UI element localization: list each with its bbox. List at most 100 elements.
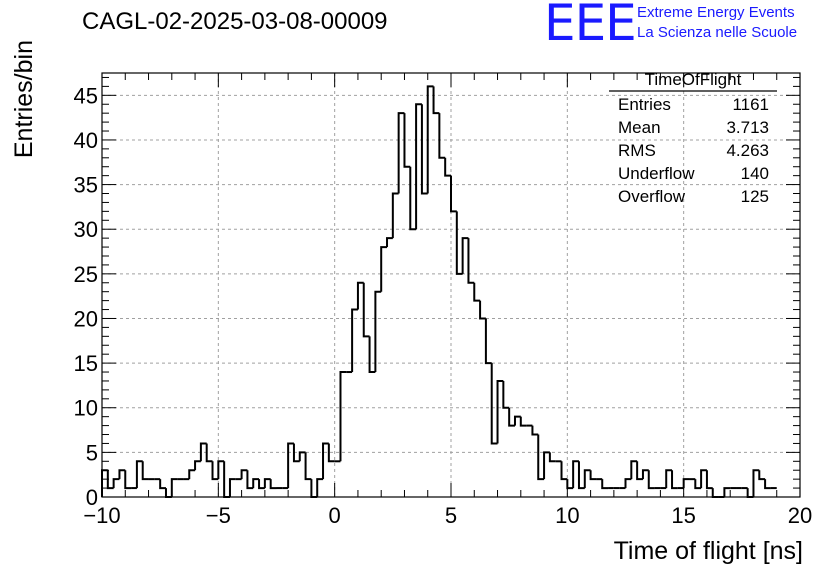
y-tick-label: 10 — [74, 396, 98, 421]
histogram-bin — [409, 166, 417, 231]
stats-label: Underflow — [618, 164, 695, 183]
histogram-bin — [263, 478, 271, 489]
x-tick-label: 20 — [788, 503, 812, 528]
stats-title: TimeOfFlight — [645, 70, 742, 89]
plot-frame — [101, 72, 801, 498]
histogram-bin — [362, 282, 370, 338]
histogram-bin — [438, 113, 446, 159]
histogram-bin — [240, 469, 248, 480]
y-tick-label: 40 — [74, 128, 98, 153]
histogram-bin — [461, 237, 469, 274]
histogram-bin — [292, 443, 300, 463]
histogram-bin — [723, 487, 731, 497]
histogram-bin — [118, 469, 126, 480]
histogram-bin — [490, 363, 498, 445]
histogram-bin — [246, 470, 254, 490]
histogram-bin — [583, 469, 591, 489]
y-tick-label: 25 — [74, 262, 98, 287]
x-tick-label: 0 — [329, 503, 341, 528]
histogram-bin — [455, 211, 463, 275]
x-tick-label: −5 — [206, 503, 231, 528]
histogram-bin — [415, 103, 422, 230]
y-tick-label: 15 — [74, 351, 98, 376]
histogram-bin — [106, 470, 114, 490]
histogram-bin — [112, 478, 120, 489]
histogram-bin — [252, 478, 260, 489]
stats-label: Overflow — [618, 187, 686, 206]
histogram-bin — [589, 470, 597, 481]
x-tick-label: 15 — [671, 503, 695, 528]
histogram-bin — [496, 379, 504, 444]
histogram-bin — [508, 407, 515, 427]
histogram-bin — [444, 157, 451, 177]
histogram-bin — [159, 479, 166, 490]
chart-title: CAGL-02-2025-03-08-00009 — [82, 8, 388, 35]
histogram-bin — [764, 479, 771, 490]
histogram-bin — [705, 470, 713, 490]
org-line-2: La Scienza nelle Scuole — [637, 24, 798, 41]
histogram-bin — [211, 461, 219, 481]
stats-value: 3.713 — [726, 118, 769, 137]
x-tick-labels: −10 −5 0 5 10 15 20 — [83, 503, 812, 528]
histogram-bin — [403, 113, 411, 168]
histogram-bin — [397, 112, 405, 194]
y-tick-label: 5 — [86, 440, 98, 465]
x-tick-label: 10 — [555, 503, 579, 528]
histogram-bin — [577, 461, 585, 490]
x-tick-label: 5 — [445, 503, 457, 528]
stats-label: Mean — [618, 118, 661, 137]
histogram-bin — [380, 246, 388, 292]
histogram-bin — [572, 460, 579, 489]
histogram-bin — [141, 461, 149, 481]
stats-value: 125 — [741, 187, 769, 206]
histogram-bin — [450, 175, 457, 213]
stats-box: TimeOfFlight Entries 1161 Mean 3.713 RMS 4.26… — [609, 70, 777, 206]
histogram-bin — [199, 442, 207, 462]
histogram-bin — [304, 452, 312, 481]
stats-value: 1161 — [732, 95, 769, 114]
histogram-bin — [269, 479, 277, 490]
histogram-bin — [356, 281, 364, 310]
histogram-bin — [327, 443, 335, 463]
histogram-bin — [339, 371, 347, 462]
histogram-bin — [124, 470, 132, 490]
stats-value: 4.263 — [726, 141, 769, 160]
histogram-bars — [101, 85, 777, 498]
histogram-bin — [194, 460, 201, 471]
y-tick-label: 20 — [74, 306, 98, 331]
histogram-bin — [519, 416, 527, 427]
histogram-bin — [351, 308, 358, 373]
histogram-bin — [682, 478, 690, 489]
histogram-bin — [432, 86, 440, 115]
histogram-bin — [630, 460, 638, 480]
histogram-bin — [473, 282, 481, 302]
histogram-bin — [228, 478, 236, 497]
eee-logo: EEE — [544, 0, 637, 52]
histogram-bin — [322, 442, 329, 480]
x-tick-label: −10 — [83, 503, 120, 528]
histogram-bin — [647, 470, 655, 490]
histogram-bin — [368, 336, 376, 374]
histogram-bin — [700, 469, 707, 489]
histogram-bin — [624, 478, 632, 489]
histogram-bin — [391, 192, 399, 239]
histogram-bin — [636, 461, 643, 481]
histogram-bin — [671, 470, 678, 490]
histogram-bin — [711, 488, 719, 498]
histogram-bin — [420, 104, 428, 195]
histogram-bin — [298, 451, 306, 462]
stats-label: RMS — [618, 141, 656, 160]
histogram-bin — [641, 469, 649, 480]
histogram-bin — [135, 460, 143, 489]
histogram-bin — [258, 479, 265, 490]
histogram-bin — [537, 434, 545, 481]
histogram-bin — [502, 380, 510, 409]
y-tick-label: 30 — [74, 217, 98, 242]
histogram-bin — [752, 469, 760, 497]
histogram-bin — [601, 479, 609, 490]
histogram-bin — [548, 452, 556, 463]
y-tick-label: 45 — [74, 83, 98, 108]
histogram-bin — [205, 443, 213, 463]
histogram-bin — [316, 478, 324, 497]
